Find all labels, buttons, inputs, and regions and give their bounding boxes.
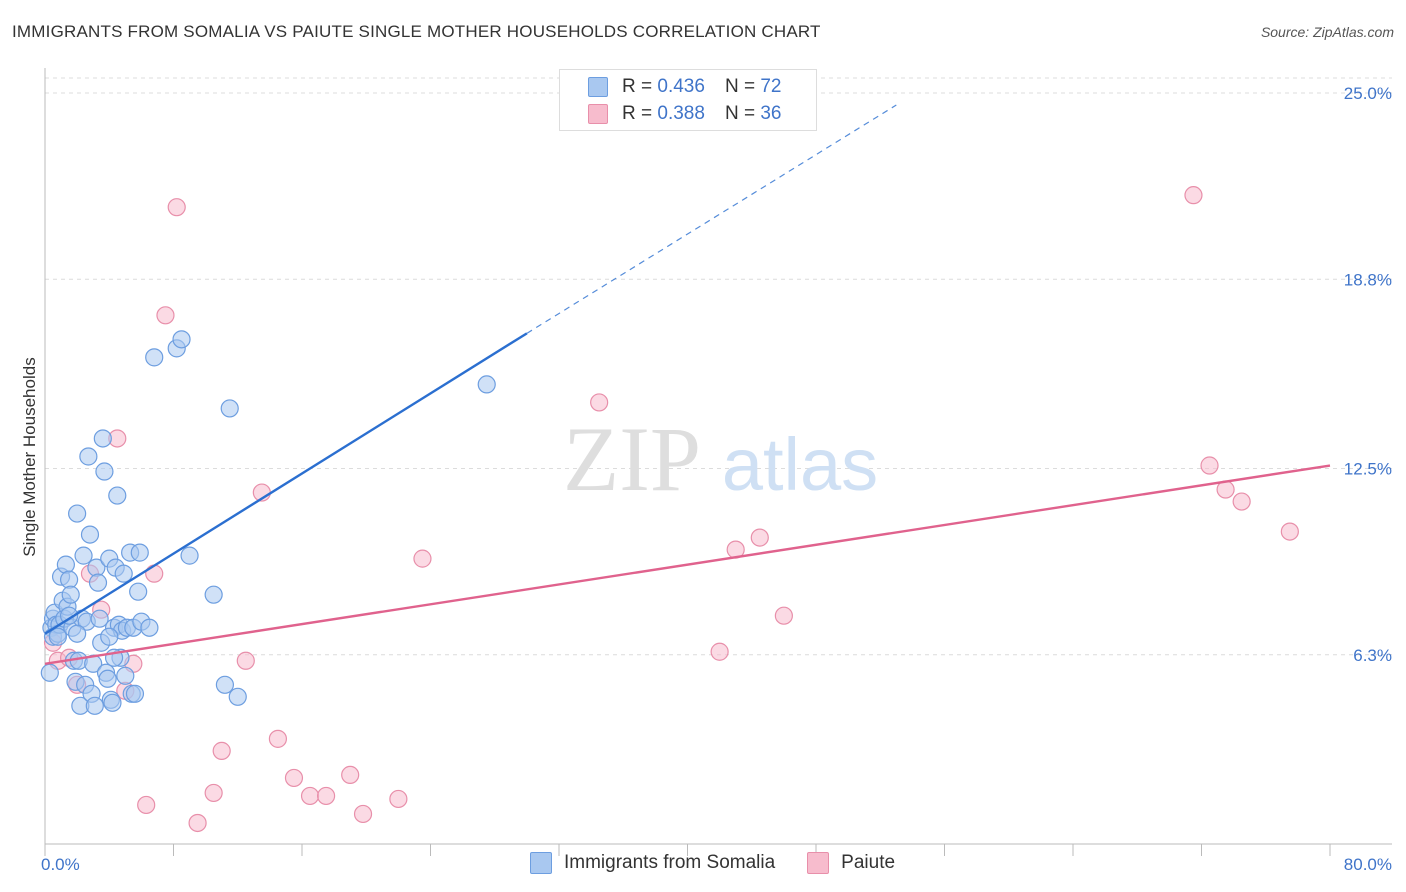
source-label: Source: ZipAtlas.com <box>1260 24 1394 40</box>
series-swatch-blue <box>530 852 552 874</box>
somalia-point <box>93 429 112 448</box>
somalia-point <box>220 399 239 418</box>
paiute-point <box>590 393 609 412</box>
y-tick-label: 25.0% <box>1344 84 1392 103</box>
legend-row-somalia: R = 0.436 N = 72 <box>588 75 781 99</box>
paiute-point <box>167 198 186 217</box>
y-tick-label: 18.8% <box>1344 270 1392 289</box>
paiute-point <box>1184 186 1203 205</box>
somalia-point <box>130 543 149 562</box>
series-label-paiute: Paiute <box>841 852 896 873</box>
series-legend-paiute[interactable]: Paiute <box>807 852 895 874</box>
paiute-point <box>1200 456 1219 475</box>
series-label-somalia: Immigrants from Somalia <box>564 852 776 873</box>
somalia-point <box>172 330 191 349</box>
paiute-point <box>268 729 288 748</box>
paiute-point <box>300 786 320 806</box>
somalia-point <box>215 675 234 694</box>
legend-row-paiute: R = 0.388 N = 36 <box>588 102 781 126</box>
y-tick-label: 6.3% <box>1353 646 1392 665</box>
legend-r-value: 0.436 <box>657 76 705 97</box>
somalia-point <box>40 663 59 682</box>
paiute-point <box>316 786 336 806</box>
legend-n-value: 36 <box>760 103 782 124</box>
somalia-points <box>40 330 496 715</box>
watermark-zip: ZIP <box>563 408 701 510</box>
somalia-point <box>98 669 117 688</box>
legend-r-value: 0.388 <box>657 103 705 124</box>
somalia-point <box>79 447 98 466</box>
somalia-point <box>228 687 247 706</box>
somalia-point <box>129 582 148 601</box>
trend-lines <box>44 104 1331 665</box>
paiute-point <box>204 783 223 803</box>
somalia-point <box>85 696 104 715</box>
watermark: ZIP atlas <box>563 408 878 510</box>
somalia-point <box>88 573 108 592</box>
x-tick-label: 0.0% <box>41 855 80 874</box>
legend-r-label: R = <box>622 76 653 97</box>
legend-swatch-blue <box>588 77 608 97</box>
paiute-point <box>710 642 729 661</box>
grid-lines <box>45 77 1392 656</box>
paiute-point <box>353 804 373 824</box>
somalia-point <box>90 609 109 628</box>
axes <box>44 68 1392 856</box>
somalia-point <box>180 546 199 565</box>
somalia-point <box>103 693 122 712</box>
paiute-point <box>212 741 231 760</box>
x-tick-label: 80.0% <box>1344 855 1392 874</box>
somalia-point <box>56 555 75 574</box>
somalia-point <box>140 618 159 637</box>
somalia-point <box>108 486 127 505</box>
somalia-point <box>48 627 67 646</box>
paiute-point <box>341 765 360 785</box>
somalia-point <box>74 546 93 565</box>
legend-n-label: N = <box>724 103 756 124</box>
paiute-point <box>1232 492 1251 511</box>
somalia-point <box>68 624 87 643</box>
paiute-point <box>413 549 432 568</box>
chart-title: IMMIGRANTS FROM SOMALIA VS PAIUTE SINGLE… <box>12 22 821 41</box>
paiute-point <box>774 606 793 625</box>
somalia-point <box>477 375 496 394</box>
y-axis-label: Single Mother Households <box>20 357 39 556</box>
somalia-point <box>125 684 145 703</box>
paiute-point <box>389 789 408 809</box>
watermark-atlas: atlas <box>722 423 878 506</box>
series-legend: Immigrants from Somalia Paiute <box>530 852 927 874</box>
somalia-trendline <box>44 332 528 635</box>
paiute-point <box>750 528 769 547</box>
paiute-point <box>236 651 255 670</box>
paiute-trendline <box>44 464 1331 665</box>
somalia-point <box>59 570 79 589</box>
correlation-legend: R = 0.436 N = 72 R = 0.388 N = 36 <box>559 69 817 131</box>
y-tick-label: 12.5% <box>1344 460 1392 479</box>
paiute-point <box>188 813 207 833</box>
series-legend-somalia[interactable]: Immigrants from Somalia <box>530 852 775 874</box>
somalia-point <box>114 564 133 583</box>
legend-r-label: R = <box>622 103 653 124</box>
series-swatch-pink <box>807 852 830 874</box>
somalia-trendline-extension <box>526 104 897 334</box>
paiute-point <box>156 306 175 325</box>
paiute-point <box>137 795 156 815</box>
somalia-point <box>100 627 119 646</box>
tick-labels: 6.3% 12.5% 18.8% 25.0% 0.0% 80.0% <box>41 84 1392 874</box>
legend-n-label: N = <box>724 76 756 97</box>
somalia-point <box>116 666 135 685</box>
legend-swatch-pink <box>588 104 608 124</box>
paiute-point <box>1280 522 1299 541</box>
paiute-point <box>145 564 164 583</box>
somalia-point <box>204 585 223 604</box>
somalia-point <box>95 462 114 481</box>
legend-n-value: 72 <box>760 76 782 97</box>
somalia-point <box>61 585 80 604</box>
somalia-point <box>145 348 164 367</box>
somalia-point <box>68 504 87 523</box>
paiute-point <box>284 768 304 788</box>
somalia-point <box>80 525 100 544</box>
